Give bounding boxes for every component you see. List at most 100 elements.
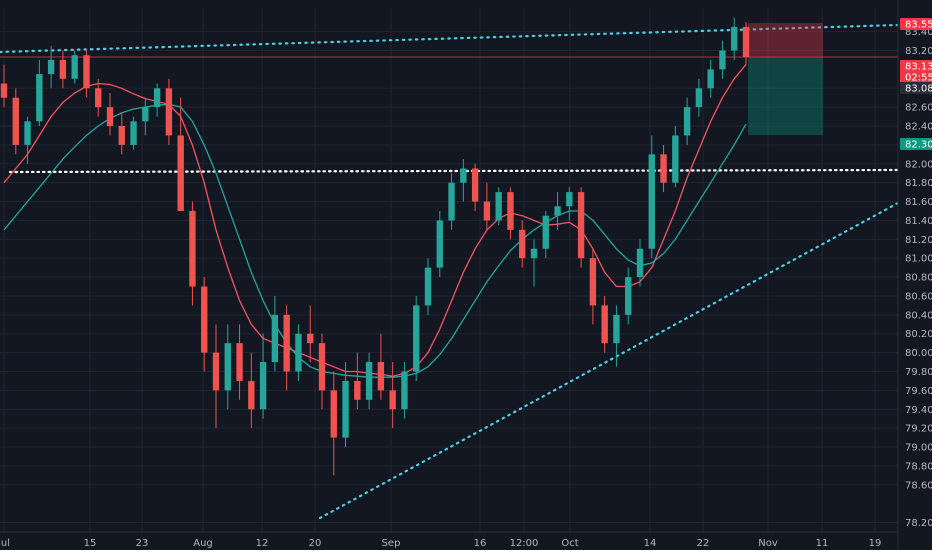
candle-bearish: [601, 295, 608, 353]
candle-bearish: [0, 64, 8, 108]
candle-bearish: [577, 187, 585, 268]
candle-bearish: [165, 78, 173, 145]
candle-bearish: [589, 248, 597, 325]
candle-bearish: [471, 163, 479, 211]
candle-bullish: [613, 305, 620, 367]
price-badges: 83.552 83.13102:55:4983.089 82.304: [900, 18, 932, 151]
time-tick-label: 14: [644, 538, 657, 549]
price-tick-label: 80.800: [905, 273, 932, 284]
candle-body: [495, 192, 502, 221]
price-tick-label: 80.000: [905, 348, 932, 359]
price-tick-label: 78.800: [905, 461, 932, 472]
price-tick-label: 81.800: [905, 178, 932, 189]
candle-bullish: [271, 295, 279, 372]
price-tick-label: 82.000: [905, 159, 932, 170]
price-tick-label: 80.400: [905, 310, 932, 321]
candle-body: [177, 135, 184, 211]
candle-body: [307, 333, 314, 344]
candle-body: [295, 333, 302, 372]
candle-body: [142, 107, 149, 122]
candle-bullish: [153, 83, 161, 117]
candle-body: [648, 154, 655, 249]
candle-bullish: [47, 45, 55, 89]
price-tick-label: 79.400: [905, 405, 932, 416]
candle-bearish: [59, 50, 67, 89]
candle-bearish: [118, 111, 125, 155]
candle-bearish: [318, 333, 326, 410]
candle-bearish: [177, 97, 184, 211]
candle-bearish: [283, 305, 290, 391]
candle-body: [201, 286, 208, 353]
candle-body: [106, 107, 114, 127]
candle-bullish: [36, 59, 43, 127]
price-badge-label: 83.552: [905, 20, 932, 31]
price-tick-label: 81.000: [905, 254, 932, 265]
candle-bearish: [307, 305, 314, 363]
candle-bullish: [530, 239, 538, 287]
price-badge-box: [900, 138, 932, 150]
price-badge-box: [900, 82, 932, 94]
candle-body: [377, 362, 385, 391]
candle-bullish: [719, 41, 726, 79]
candle-bearish: [377, 333, 385, 400]
candle-bearish: [189, 201, 196, 306]
candle-bearish: [330, 371, 337, 476]
price-tick-label: 79.000: [905, 443, 932, 454]
candle-bullish: [71, 50, 78, 84]
price-tick-label: 83.200: [905, 46, 932, 57]
time-axis[interactable]: Jul 15 23 Aug 12 20 Sep 16 12:00 Oct 14 22 Nov 11 19: [0, 531, 898, 549]
candle-bearish: [83, 50, 90, 98]
candle-body: [342, 380, 349, 438]
candle-body: [153, 88, 161, 108]
time-tick-label: 20: [309, 538, 322, 549]
candle-bullish: [342, 362, 349, 448]
candle-body: [224, 343, 231, 391]
candle-body: [212, 352, 220, 391]
candle-body: [330, 390, 337, 438]
price-badge-box: [900, 18, 932, 30]
candle-body: [436, 220, 443, 268]
candle-body: [118, 126, 125, 145]
price-badge-label: 83.131: [905, 62, 932, 73]
candle-body: [471, 168, 479, 202]
price-tick-label: 79.200: [905, 424, 932, 435]
candle-body: [507, 192, 514, 230]
time-tick-label: Jul: [0, 538, 10, 549]
take-profit-zone: [748, 57, 823, 136]
candle-body: [283, 314, 290, 372]
candle-bearish: [389, 362, 396, 429]
candle-bullish: [625, 267, 632, 325]
candle-body: [0, 83, 8, 98]
candle-body: [318, 343, 326, 391]
candle-body: [554, 206, 561, 216]
candle-body: [389, 390, 396, 410]
candle-bullish: [542, 210, 549, 259]
candle-body: [695, 88, 703, 108]
price-badge-box: [900, 60, 932, 72]
candle-bullish: [365, 352, 373, 410]
candle-bullish: [24, 116, 31, 164]
moving-average-fast-line: [3, 64, 747, 377]
candle-body: [236, 343, 243, 381]
candle-body: [660, 154, 667, 183]
candle-body: [542, 215, 549, 249]
candle-body: [530, 248, 538, 259]
candle-bullish: [224, 324, 231, 410]
time-tick-label: 12: [256, 538, 269, 549]
price-badge: 83.131: [900, 60, 932, 73]
candle-body: [519, 229, 526, 259]
time-tick-label: 11: [816, 538, 829, 549]
time-tick-label: Nov: [758, 538, 778, 549]
candle-bearish: [236, 324, 243, 400]
price-tick-label: 79.800: [905, 367, 932, 378]
candle-body: [672, 135, 679, 183]
candle-bearish: [95, 78, 102, 117]
candle-bullish: [554, 192, 561, 230]
candle-bullish: [495, 187, 502, 226]
time-tick-label: 15: [84, 538, 97, 549]
price-tick-label: 80.200: [905, 329, 932, 340]
time-tick-label: Sep: [382, 538, 401, 549]
candle-bearish: [212, 324, 220, 429]
candle-bullish: [683, 97, 691, 145]
